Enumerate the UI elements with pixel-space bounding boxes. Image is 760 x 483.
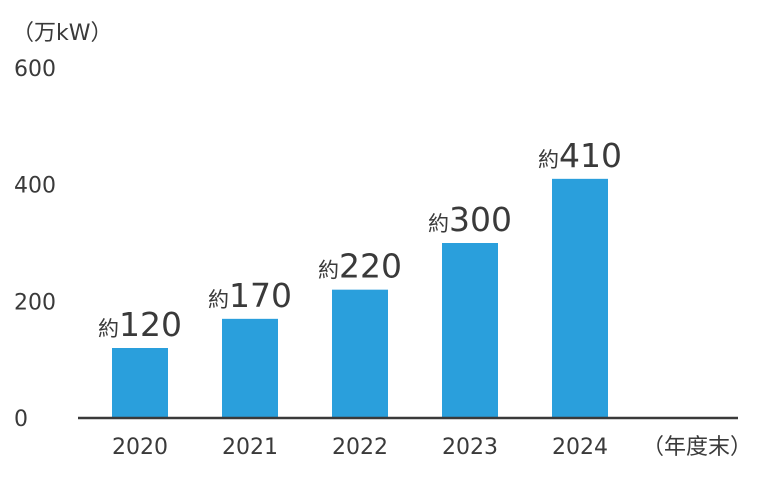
y-axis-unit-label: （万kW） — [12, 21, 113, 46]
y-tick-label: 600 — [14, 57, 56, 82]
bar-2024 — [552, 178, 608, 418]
x-tick-label: 2022 — [332, 435, 388, 460]
bars — [112, 178, 608, 418]
data-label-value: 120 — [119, 305, 182, 344]
bar-2020 — [112, 348, 168, 418]
x-tick-label: 2024 — [552, 435, 608, 460]
data-label-2022: 約220 — [318, 247, 402, 286]
y-axis-ticks: 0 200 400 600 — [14, 57, 56, 432]
data-label-prefix: 約 — [428, 212, 449, 236]
y-tick-label: 400 — [14, 174, 56, 199]
x-tick-label: 2023 — [442, 435, 498, 460]
data-label-2023: 約300 — [428, 200, 512, 239]
data-label-prefix: 約 — [98, 317, 119, 341]
x-axis-unit-label: （年度末） — [642, 435, 752, 460]
data-label-value: 170 — [229, 276, 292, 315]
bar-2022 — [332, 289, 388, 418]
x-axis-ticks: 2020 2021 2022 2023 2024 — [112, 435, 608, 460]
bar-2021 — [222, 318, 278, 418]
data-label-2020: 約120 — [98, 305, 182, 344]
y-tick-label: 200 — [14, 290, 56, 315]
data-label-value: 220 — [339, 247, 402, 286]
data-label-prefix: 約 — [538, 148, 559, 172]
bar-2023 — [442, 243, 498, 418]
y-tick-label: 0 — [14, 407, 28, 432]
x-tick-label: 2020 — [112, 435, 168, 460]
data-label-value: 410 — [559, 136, 622, 175]
data-label-prefix: 約 — [318, 259, 339, 283]
data-label-value: 300 — [449, 200, 512, 239]
data-label-prefix: 約 — [208, 288, 229, 312]
x-tick-label: 2021 — [222, 435, 278, 460]
data-label-2024: 約410 — [538, 136, 622, 175]
data-label-2021: 約170 — [208, 276, 292, 315]
